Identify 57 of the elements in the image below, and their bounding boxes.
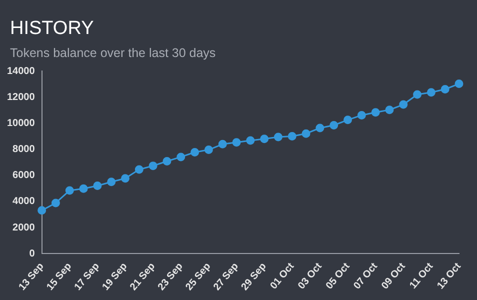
x-tick-label: 19 Sep	[100, 261, 130, 293]
x-tick-label: 11 Oct	[408, 260, 436, 292]
x-tick-label: 25 Sep	[184, 261, 214, 293]
point	[399, 100, 408, 109]
point	[204, 146, 213, 154]
chart-title: HISTORY	[10, 18, 94, 40]
x-tick-label: 13 Sep	[17, 261, 46, 293]
point	[260, 134, 269, 144]
x-tick-label: 23 Sep	[156, 261, 186, 293]
point	[274, 132, 282, 142]
y-tick-label: 8000	[12, 144, 36, 155]
x-tick-label: 29 Sep	[240, 261, 269, 293]
point	[218, 140, 227, 148]
point	[316, 124, 324, 132]
point	[107, 178, 116, 186]
x-tick-label: 05 Oct	[324, 260, 353, 292]
x-tick-label: 03 Oct	[296, 260, 325, 292]
point	[440, 85, 450, 94]
x-tick-label: 01 Oct	[268, 260, 297, 292]
x-tick-label: 27 Sep	[212, 261, 241, 293]
point	[79, 184, 88, 193]
x-tick-label: 21 Sep	[128, 261, 158, 293]
point	[288, 132, 296, 140]
point	[426, 88, 436, 97]
x-tick-label: 09 Oct	[380, 260, 408, 292]
point	[162, 157, 172, 166]
point	[385, 106, 394, 114]
point	[357, 110, 366, 120]
point	[134, 165, 144, 174]
point	[38, 206, 46, 215]
x-tick-label: 13 Oct	[435, 260, 464, 292]
point	[371, 108, 380, 117]
point	[65, 186, 74, 195]
point	[176, 152, 186, 162]
point	[413, 90, 422, 99]
x-tick-label: 17 Sep	[72, 261, 102, 293]
point	[302, 129, 310, 138]
point	[120, 174, 130, 183]
y-tick-label: 14000	[6, 66, 36, 77]
point	[330, 121, 338, 130]
point	[148, 162, 158, 170]
x-tick-label: 15 Sep	[44, 261, 74, 293]
point	[93, 182, 102, 190]
y-tick-label: 12000	[6, 92, 36, 103]
point	[246, 136, 255, 145]
y-tick-label: 0	[29, 248, 36, 260]
point	[454, 80, 464, 88]
y-tick-label: 10000	[6, 118, 36, 129]
y-tick-label: 6000	[12, 170, 36, 182]
point	[51, 198, 60, 208]
point	[232, 138, 241, 147]
y-tick-label: 4000	[12, 196, 36, 208]
chart-subtitle: Tokens balance over the last 30 days	[10, 46, 216, 60]
y-tick-label: 2000	[12, 222, 36, 234]
x-tick-label: 07 Oct	[352, 260, 380, 292]
point	[190, 148, 200, 156]
point	[344, 116, 352, 124]
